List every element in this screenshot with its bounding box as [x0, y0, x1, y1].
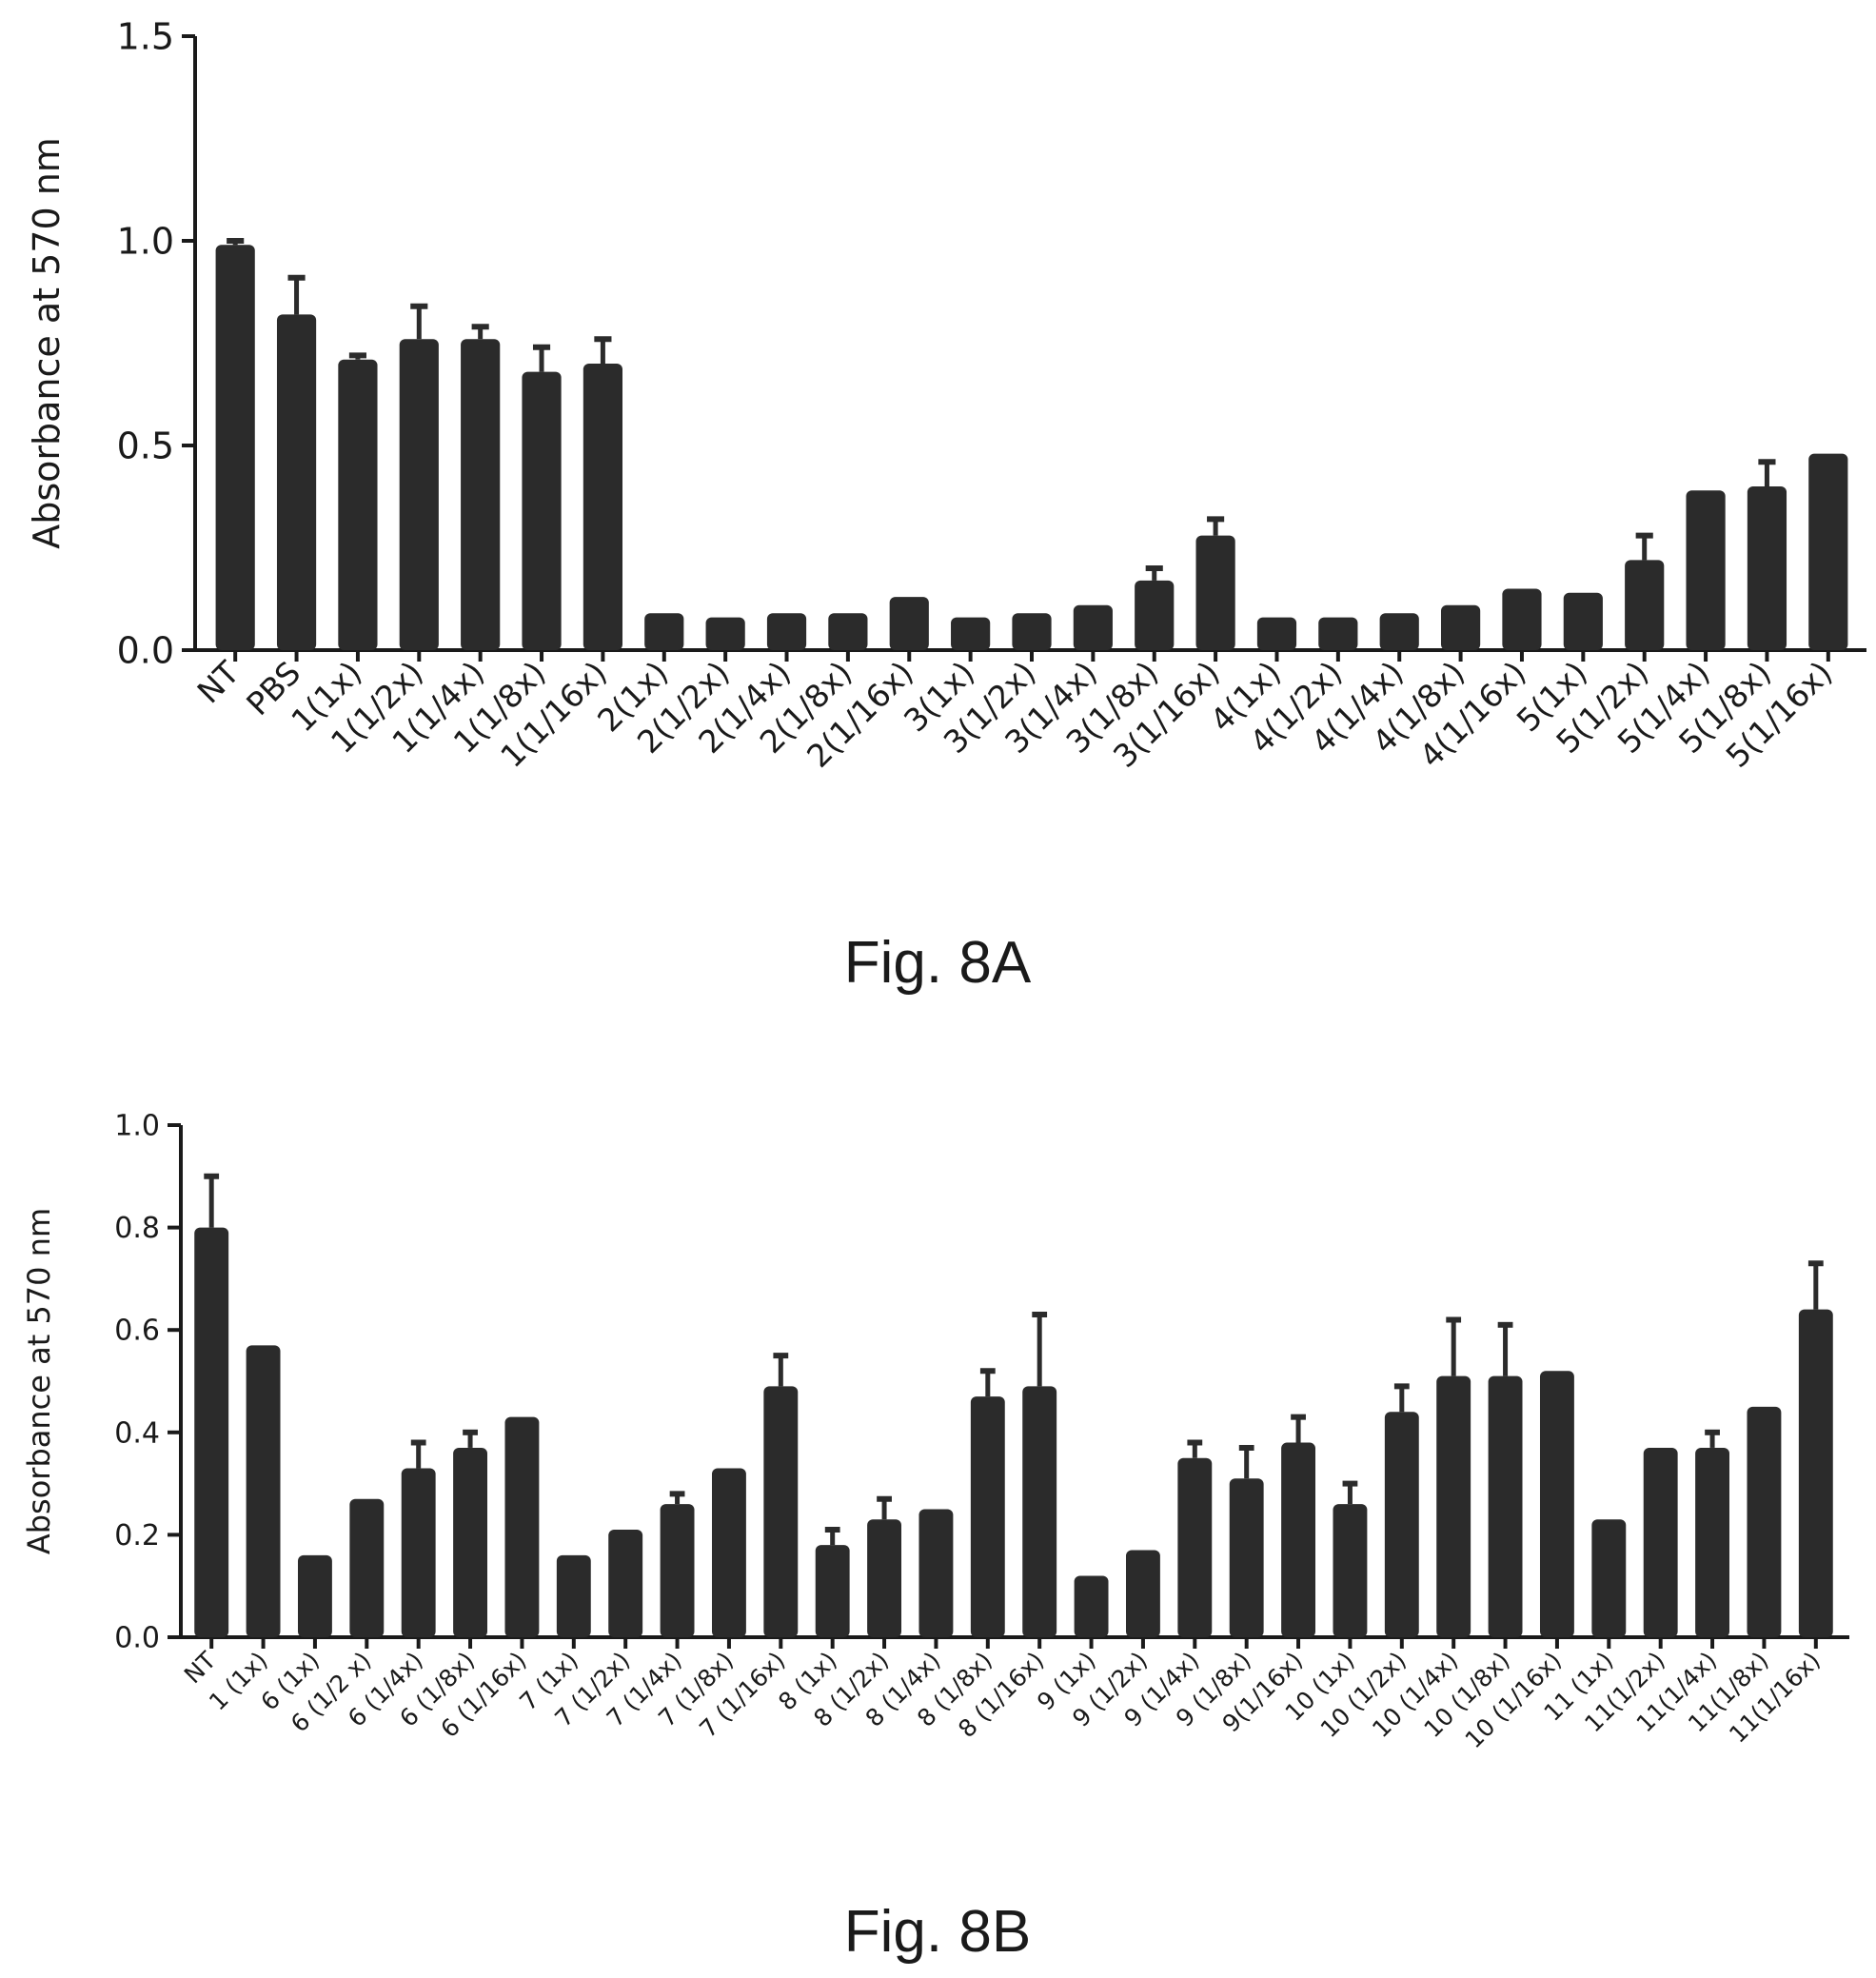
bar [1074, 1575, 1109, 1637]
category-label: NT [190, 653, 247, 710]
bar [453, 1447, 488, 1637]
bar [1625, 560, 1665, 650]
bar [583, 364, 623, 650]
figure-caption: Fig. 8B [844, 1899, 1031, 1965]
bar [461, 339, 501, 650]
bar [1379, 613, 1419, 650]
category-label: 1 (1x) [204, 1647, 273, 1716]
bar [349, 1498, 385, 1637]
bar [504, 1416, 540, 1637]
bar [1125, 1550, 1160, 1637]
bar [970, 1396, 1005, 1637]
bar [1333, 1504, 1368, 1637]
bar [828, 613, 868, 650]
figure-8a: 0.0 0.5 1.0 1.5 Absorbance at 570 nm NT PBS 1(1… [26, 15, 1866, 996]
figure-8b: 0.0 0.2 0.4 0.6 0.8 1.0 Absorbance at 570 nm NT… [0, 1009, 1876, 1978]
bar [1073, 604, 1113, 650]
bar [1686, 490, 1726, 650]
category-label: NT [179, 1646, 222, 1689]
bar [399, 339, 439, 650]
bar [889, 597, 929, 650]
y-tick-label: 0.4 [114, 1416, 160, 1450]
bar [608, 1530, 643, 1637]
bar [215, 245, 255, 650]
bar [763, 1386, 799, 1637]
bar [1177, 1457, 1213, 1637]
bar [1012, 613, 1052, 650]
bar [1135, 580, 1175, 650]
bar [338, 359, 378, 650]
chart-8b: 0.0 0.2 0.4 0.6 0.8 1.0 Absorbance at 570 nm NT… [21, 1110, 1849, 1965]
bar [918, 1509, 954, 1637]
bar [1502, 588, 1542, 650]
bar [1440, 604, 1481, 650]
bar [1808, 453, 1848, 650]
bar [951, 617, 991, 650]
bar [1318, 617, 1358, 650]
bar [644, 613, 684, 650]
bar [1695, 1447, 1730, 1637]
bar [1563, 592, 1603, 650]
bar [194, 1227, 229, 1637]
bar [1747, 1406, 1782, 1637]
bar [1195, 535, 1235, 650]
bar [1798, 1309, 1833, 1637]
bar [246, 1345, 281, 1637]
y-tick-label: 1.0 [117, 220, 174, 262]
y-tick-label: 0.0 [117, 629, 174, 671]
y-tick-label: 0.8 [114, 1212, 160, 1245]
bar [660, 1504, 695, 1637]
bar [766, 613, 807, 650]
y-tick-label: 1.0 [114, 1110, 160, 1143]
bar [705, 617, 745, 650]
y-tick-label: 1.5 [117, 15, 174, 57]
bar [1747, 486, 1787, 650]
bar [1591, 1519, 1627, 1637]
bar [815, 1545, 850, 1637]
bar [1643, 1447, 1678, 1637]
bar [1384, 1412, 1419, 1637]
bar [1436, 1375, 1471, 1637]
figure-caption: Fig. 8A [844, 930, 1032, 996]
y-axis-label: Absorbance at 570 nm [26, 137, 68, 549]
bar [1256, 617, 1297, 650]
bar [1022, 1386, 1057, 1637]
bar [1281, 1442, 1316, 1637]
bar [711, 1468, 746, 1637]
bar [1539, 1371, 1574, 1637]
bar [522, 371, 562, 650]
bar [1488, 1375, 1523, 1637]
y-tick-label: 0.6 [114, 1315, 160, 1348]
bar [276, 314, 317, 650]
bar [1229, 1478, 1264, 1637]
y-tick-label: 0.0 [114, 1622, 160, 1655]
y-tick-label: 0.2 [114, 1519, 160, 1553]
bar [297, 1554, 332, 1637]
bar [401, 1468, 436, 1637]
y-axis-label: Absorbance at 570 nm [21, 1208, 57, 1554]
y-tick-label: 0.5 [117, 425, 174, 466]
bar [556, 1554, 591, 1637]
bar [867, 1519, 902, 1637]
